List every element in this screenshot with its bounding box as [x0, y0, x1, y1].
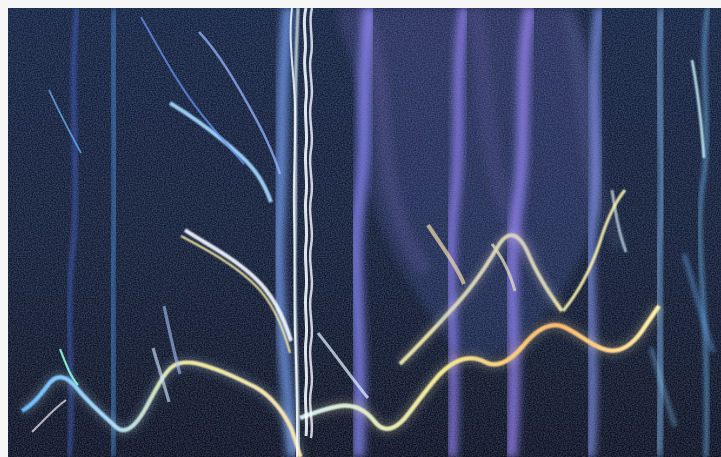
- violet-clouds: [338, 8, 628, 358]
- right-edge-features: [649, 59, 715, 427]
- spectrogram-view: [8, 8, 721, 457]
- spectrogram-graphic: [8, 8, 721, 457]
- diagonal-lines-upper: [48, 16, 628, 354]
- left-side-features: [31, 305, 182, 433]
